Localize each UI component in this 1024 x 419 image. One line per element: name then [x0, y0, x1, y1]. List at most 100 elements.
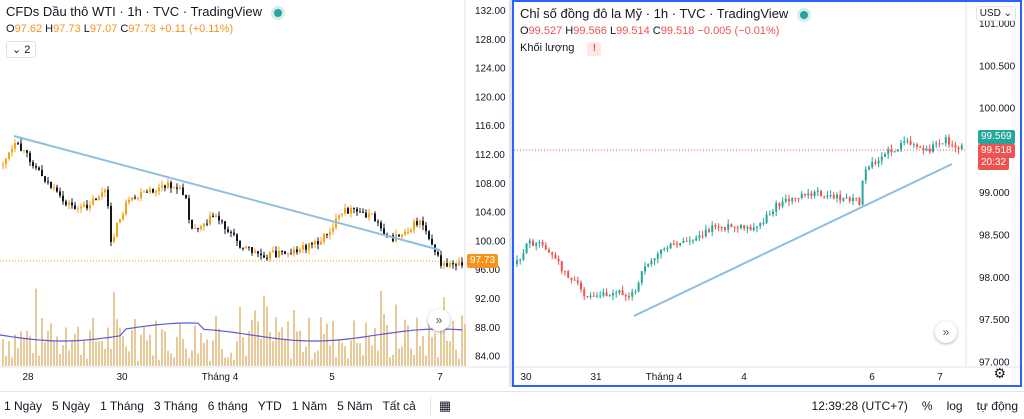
volume-bar [32, 353, 34, 366]
range-5y[interactable]: 5 Năm [337, 398, 373, 413]
dxy-candle-body [669, 243, 672, 249]
dxy-candle-body [919, 146, 922, 148]
volume-bar [248, 331, 250, 366]
volume-bar [89, 330, 91, 366]
wti-candle-body [98, 196, 100, 201]
dxy-chart-pane[interactable]: 101.000100.500100.00099.50099.00098.5009… [512, 0, 1022, 387]
range-1d[interactable]: 1 Ngày [4, 398, 43, 413]
currency-selector[interactable]: USD ⌄ [975, 6, 1016, 21]
dxy-candle-body [813, 191, 816, 196]
wti-candle-body [269, 252, 271, 259]
gear-icon[interactable]: ⚙ [993, 365, 1006, 381]
wti-candle-body [128, 199, 130, 203]
dxy-candle-body [605, 292, 608, 296]
warning-icon[interactable]: ! [587, 42, 602, 56]
dxy-candle-body [912, 144, 915, 146]
wti-candle-body [113, 236, 115, 242]
wti-candle-body [233, 232, 235, 235]
wti-candle-body [296, 249, 298, 253]
range-1m[interactable]: 1 Tháng [100, 398, 144, 413]
volume-bar [305, 346, 307, 366]
dxy-ohlc: O99.527 H99.566 L99.514 C99.518 −0.005 (… [520, 25, 808, 37]
dxy-time-tick: 6 [869, 372, 875, 383]
volume-bar [182, 338, 184, 366]
wti-candle-body [338, 215, 340, 219]
wti-legend: CFDs Dầu thô WTI · 1h · TVC · TradingVie… [6, 4, 282, 58]
range-1y[interactable]: 1 Năm [291, 398, 328, 413]
dxy-candle-body [935, 143, 938, 145]
scroll-to-realtime-button[interactable]: » [428, 309, 450, 331]
wti-candle-body [35, 166, 37, 168]
wti-candle-body [194, 228, 196, 230]
collapse-indicators-button[interactable]: ⌄ 2 [6, 41, 37, 58]
dxy-candle-body [516, 260, 518, 264]
volume-bar [44, 342, 46, 366]
wti-candle-body [407, 231, 409, 233]
volume-bar [368, 336, 370, 366]
dxy-candle-body [752, 227, 755, 231]
wti-candle-body [272, 250, 274, 253]
volume-indicator-label[interactable]: Khối lượng ! [520, 42, 808, 56]
wti-candle-body [188, 198, 190, 220]
volume-bar [23, 338, 25, 366]
volume-bar [335, 357, 337, 366]
wti-candle-body [344, 208, 346, 214]
volume-bar [173, 357, 175, 366]
dxy-candle-body [640, 271, 643, 283]
dxy-candle-body [724, 227, 726, 230]
ohlc-low-key: L [609, 25, 617, 37]
volume-bar [311, 359, 313, 366]
range-3m[interactable]: 3 Tháng [153, 398, 198, 413]
volume-bar [224, 357, 226, 366]
wti-candle-body [317, 241, 319, 245]
wti-candle-body [110, 206, 112, 242]
calendar-icon[interactable]: ▦ [438, 397, 452, 413]
ohlc-low-key: L [83, 23, 90, 35]
wti-candle-body [353, 207, 355, 209]
volume-bar [404, 319, 406, 366]
volume-bar [350, 340, 352, 366]
wti-last-price-tag: 97.73 [467, 254, 499, 268]
log-scale-toggle[interactable]: log [946, 398, 963, 413]
range-ytd[interactable]: YTD [257, 398, 282, 413]
volume-bar [269, 332, 271, 366]
dxy-candle-body [714, 225, 717, 227]
range-all[interactable]: Tất cả [382, 398, 416, 413]
dxy-candle-body [599, 295, 602, 297]
wti-candle-body [326, 233, 328, 235]
dxy-candle-body [781, 201, 784, 207]
dxy-candle-body [852, 197, 854, 201]
wti-candle-body [59, 191, 61, 196]
dxy-candle-body [596, 295, 598, 297]
ohlc-high-key: H [45, 23, 54, 35]
dxy-chart-canvas[interactable]: 101.000100.500100.00099.50099.00098.5009… [514, 2, 1020, 385]
volume-bar [155, 320, 157, 366]
scroll-to-realtime-button[interactable]: » [935, 321, 957, 343]
volume-bar [239, 306, 241, 366]
dxy-candle-body [938, 143, 941, 145]
wti-price-tick: 84.00 [475, 352, 500, 363]
volume-bar [329, 345, 331, 366]
dxy-candle-body [624, 295, 627, 297]
range-5d[interactable]: 5 Ngày [52, 398, 91, 413]
wti-candle-body [107, 189, 109, 207]
range-6m[interactable]: 6 tháng [207, 398, 248, 413]
volume-bar [191, 350, 193, 366]
volume-bar [170, 353, 172, 366]
volume-bar [128, 351, 130, 366]
volume-bar [398, 348, 400, 366]
wti-candle-body [254, 251, 256, 253]
bottom-toolbar: 1 Ngày 5 Ngày 1 Tháng 3 Tháng 6 tháng YT… [0, 391, 1024, 419]
dxy-trendline [633, 163, 953, 317]
wti-chart-canvas[interactable]: 132.00 128.00 124.00 120.00 116.00 112.00 108.… [0, 0, 508, 387]
wti-candle-body [167, 182, 169, 188]
pane-divider[interactable] [509, 0, 512, 387]
wti-candle-body [50, 181, 52, 188]
auto-scale-toggle[interactable]: tự động [976, 398, 1018, 413]
percent-scale-toggle[interactable]: % [921, 398, 933, 413]
wti-candle-body [284, 251, 286, 254]
clock-time[interactable]: 12:39:28 (UTC+7) [811, 398, 908, 413]
wti-chart-pane[interactable]: 132.00 128.00 124.00 120.00 116.00 112.00 108.… [0, 0, 508, 387]
volume-bar [293, 309, 295, 366]
chevron-down-icon: ⌄ [1003, 8, 1012, 19]
